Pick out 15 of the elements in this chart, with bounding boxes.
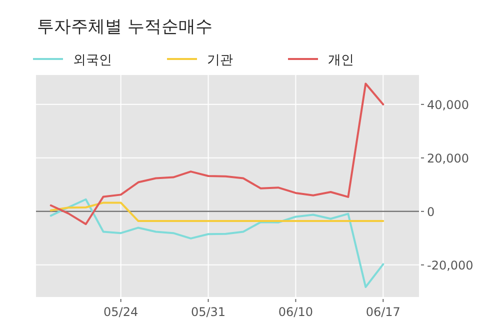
legend-label: 외국인	[73, 53, 112, 68]
x-tick-label: 06/10	[278, 305, 313, 319]
legend-label: 개인	[328, 53, 354, 68]
line-series	[50, 202, 384, 222]
x-tick-label: 05/24	[104, 305, 138, 319]
y-tick-label: 20,000	[427, 151, 469, 166]
y-tick-label: -20,000	[427, 258, 474, 272]
y-tick-label: 0	[427, 204, 435, 219]
chart-title: 투자주체별 누적순매수	[37, 17, 212, 37]
y-tick-label: 40,000	[427, 98, 469, 112]
x-tick-label: 06/17	[366, 305, 400, 319]
x-tick-label: 05/31	[190, 305, 226, 319]
line-series	[50, 198, 384, 288]
line-series	[50, 82, 384, 226]
legend-label: 기관	[207, 53, 233, 68]
